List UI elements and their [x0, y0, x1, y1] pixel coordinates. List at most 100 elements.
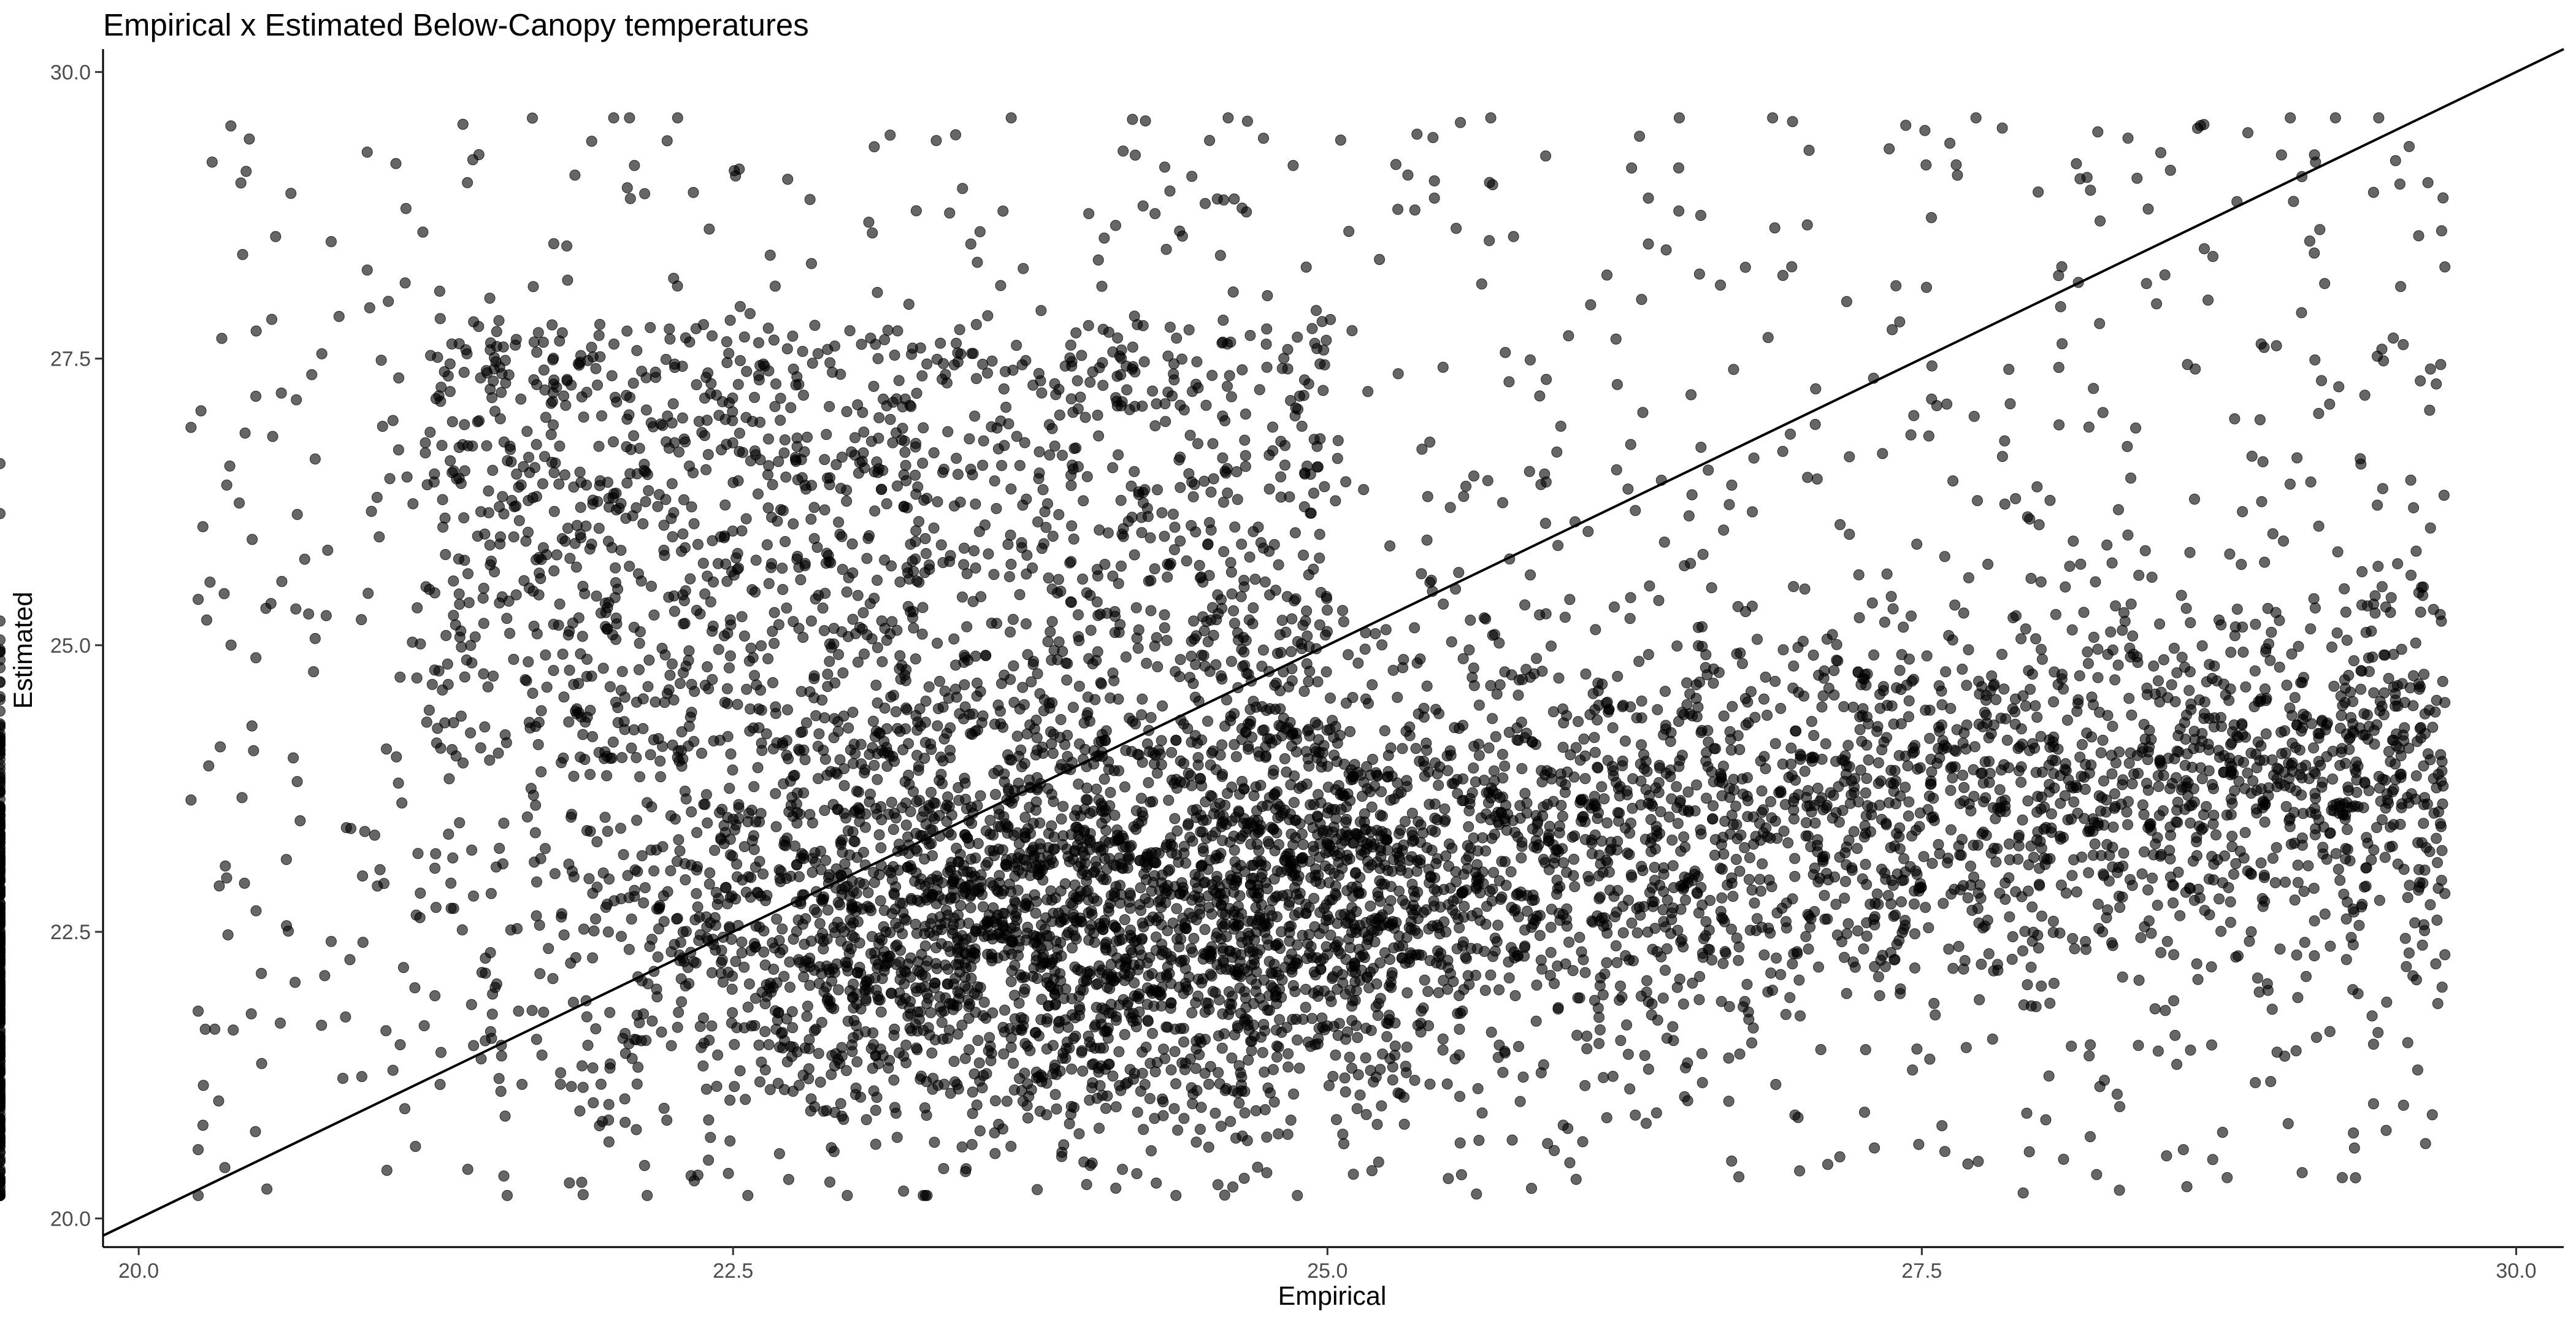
data-point	[701, 415, 713, 426]
data-point	[587, 731, 598, 742]
data-point	[1186, 636, 1197, 647]
data-point	[872, 575, 883, 586]
data-point	[1660, 964, 1671, 976]
data-point	[1216, 1042, 1228, 1054]
data-point	[1271, 1040, 1282, 1052]
data-point	[434, 285, 445, 297]
data-point	[1512, 689, 1524, 701]
data-point	[2217, 1126, 2228, 1138]
data-point	[660, 494, 672, 505]
data-point	[864, 796, 875, 808]
data-point	[534, 920, 545, 931]
data-point	[285, 188, 297, 199]
data-point	[2185, 1044, 2196, 1056]
data-point	[665, 865, 677, 877]
data-point	[779, 434, 791, 446]
data-point	[1319, 481, 1330, 493]
data-point	[804, 808, 816, 820]
data-point	[1124, 850, 1135, 862]
data-point	[688, 735, 700, 747]
data-point	[1194, 908, 1206, 920]
data-point	[1001, 1096, 1013, 1107]
data-point	[624, 561, 635, 572]
data-point	[1240, 461, 1251, 472]
data-point	[2206, 961, 2217, 973]
data-point	[1634, 131, 1646, 142]
data-point	[990, 789, 1002, 801]
data-point	[889, 350, 900, 361]
data-point	[1545, 947, 1557, 958]
data-point	[558, 691, 570, 703]
data-point	[942, 791, 954, 803]
data-point	[931, 870, 943, 882]
data-point	[1810, 383, 1822, 394]
data-point	[1169, 813, 1181, 824]
data-point	[1137, 693, 1148, 705]
data-point	[740, 513, 752, 524]
data-point	[1300, 1002, 1311, 1013]
data-point	[326, 935, 337, 947]
data-point	[2020, 623, 2031, 635]
chart-title: Empirical x Estimated Below-Canopy tempe…	[103, 7, 809, 42]
data-point	[1421, 680, 1433, 692]
data-point	[340, 1011, 351, 1023]
data-point	[699, 680, 711, 691]
data-point	[791, 1046, 803, 1058]
data-point	[803, 1073, 815, 1085]
data-point	[439, 512, 451, 524]
data-point	[881, 761, 893, 772]
data-point	[434, 313, 446, 325]
data-point	[969, 410, 981, 422]
data-point	[732, 475, 744, 486]
data-point	[1401, 987, 1413, 999]
data-point	[1622, 483, 1634, 495]
data-point	[628, 430, 640, 442]
data-point	[1332, 1029, 1344, 1041]
data-point	[1013, 777, 1024, 789]
data-point	[631, 1124, 642, 1135]
data-point	[854, 621, 865, 633]
data-point	[805, 513, 817, 525]
data-point	[596, 410, 607, 421]
data-point	[1972, 495, 1983, 507]
data-point	[1896, 896, 1907, 908]
data-point	[749, 670, 761, 682]
data-point	[581, 653, 593, 665]
data-point	[1551, 446, 1563, 458]
data-point	[1472, 1083, 1484, 1094]
data-point	[688, 518, 700, 529]
data-point	[850, 905, 862, 917]
data-point	[1052, 654, 1064, 666]
data-point	[952, 347, 964, 359]
data-point	[919, 940, 931, 951]
data-point	[748, 781, 760, 793]
data-point	[671, 913, 683, 925]
data-point	[770, 821, 782, 832]
data-point	[2122, 440, 2133, 452]
data-point	[1497, 497, 1508, 509]
data-point	[722, 731, 734, 742]
data-point	[1091, 596, 1103, 608]
data-point	[457, 439, 469, 450]
data-point	[1262, 290, 1273, 301]
data-point	[445, 455, 456, 467]
data-point	[2189, 493, 2200, 505]
data-point	[1027, 379, 1039, 391]
data-point	[1229, 739, 1240, 750]
data-point	[1187, 491, 1199, 502]
data-point	[1238, 575, 1250, 586]
data-point	[1786, 261, 1798, 272]
data-point	[615, 685, 627, 696]
data-point	[1115, 494, 1127, 506]
data-point	[1003, 418, 1014, 429]
data-point	[945, 745, 956, 756]
data-point	[881, 400, 892, 412]
data-point	[1198, 625, 1210, 637]
data-point	[2131, 172, 2143, 184]
data-point	[466, 844, 478, 856]
data-point	[913, 516, 925, 528]
data-point	[478, 668, 489, 680]
data-point	[1146, 1145, 1157, 1156]
data-point	[1160, 244, 1172, 255]
data-point	[1175, 956, 1186, 968]
